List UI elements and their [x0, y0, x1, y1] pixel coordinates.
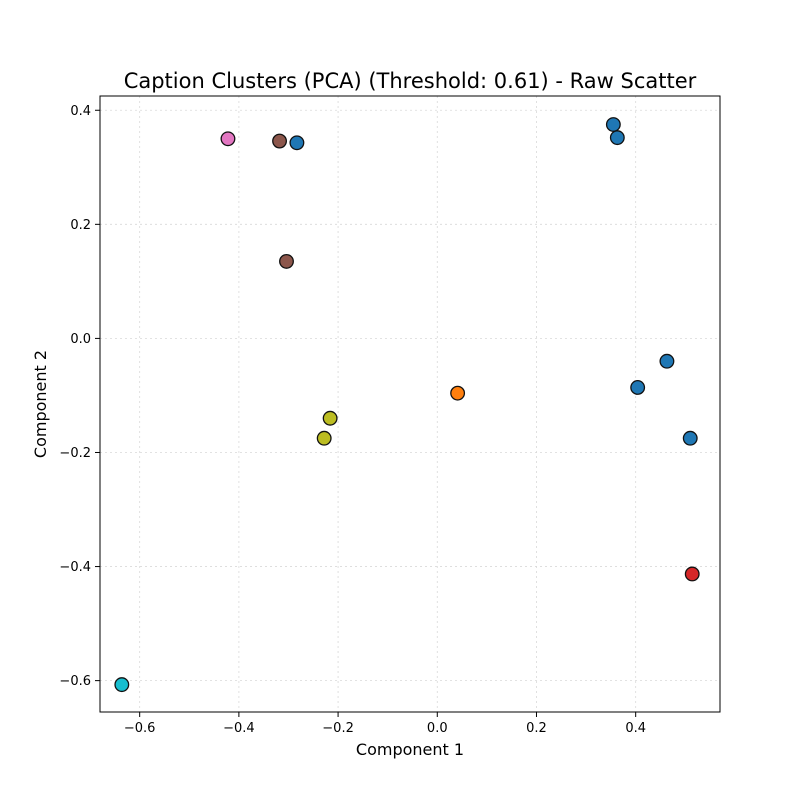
x-tick-label: 0.4	[625, 721, 646, 736]
data-point	[289, 135, 305, 151]
x-axis-label: Component 1	[356, 740, 464, 759]
x-tick-label: −0.4	[223, 721, 255, 736]
data-point	[682, 430, 698, 446]
data-point	[322, 410, 338, 426]
x-tick-label: 0.2	[526, 721, 547, 736]
grid	[100, 96, 720, 712]
data-point	[684, 566, 700, 582]
x-tick-label: 0.0	[427, 721, 448, 736]
data-point	[450, 385, 466, 401]
data-point	[605, 117, 621, 132]
y-axis-label: Component 2	[31, 350, 50, 458]
data-point	[272, 133, 288, 149]
data-points	[114, 117, 700, 693]
data-point	[609, 130, 625, 146]
data-point	[114, 677, 130, 693]
y-tick-label: 0.0	[70, 332, 91, 347]
x-tick-label: −0.2	[322, 721, 354, 736]
data-point	[279, 253, 294, 269]
y-tick-label: 0.4	[70, 104, 91, 119]
y-tick-label: −0.2	[59, 446, 91, 461]
data-point	[630, 380, 646, 395]
y-tick-label: −0.6	[59, 674, 91, 689]
data-point	[659, 353, 675, 369]
plot-frame	[99, 95, 721, 713]
chart-title: Caption Clusters (PCA) (Threshold: 0.61)…	[124, 69, 697, 93]
x-tick-label: −0.6	[124, 721, 156, 736]
ticks: −0.6 −0.4 −0.2 0.0 0.2 0.4 0.4 0.2 0.0 −0.2 −0.4 −0…	[59, 104, 646, 736]
data-point	[316, 430, 332, 446]
y-tick-label: 0.2	[70, 218, 91, 233]
data-point	[220, 131, 236, 147]
y-tick-label: −0.4	[59, 560, 91, 575]
